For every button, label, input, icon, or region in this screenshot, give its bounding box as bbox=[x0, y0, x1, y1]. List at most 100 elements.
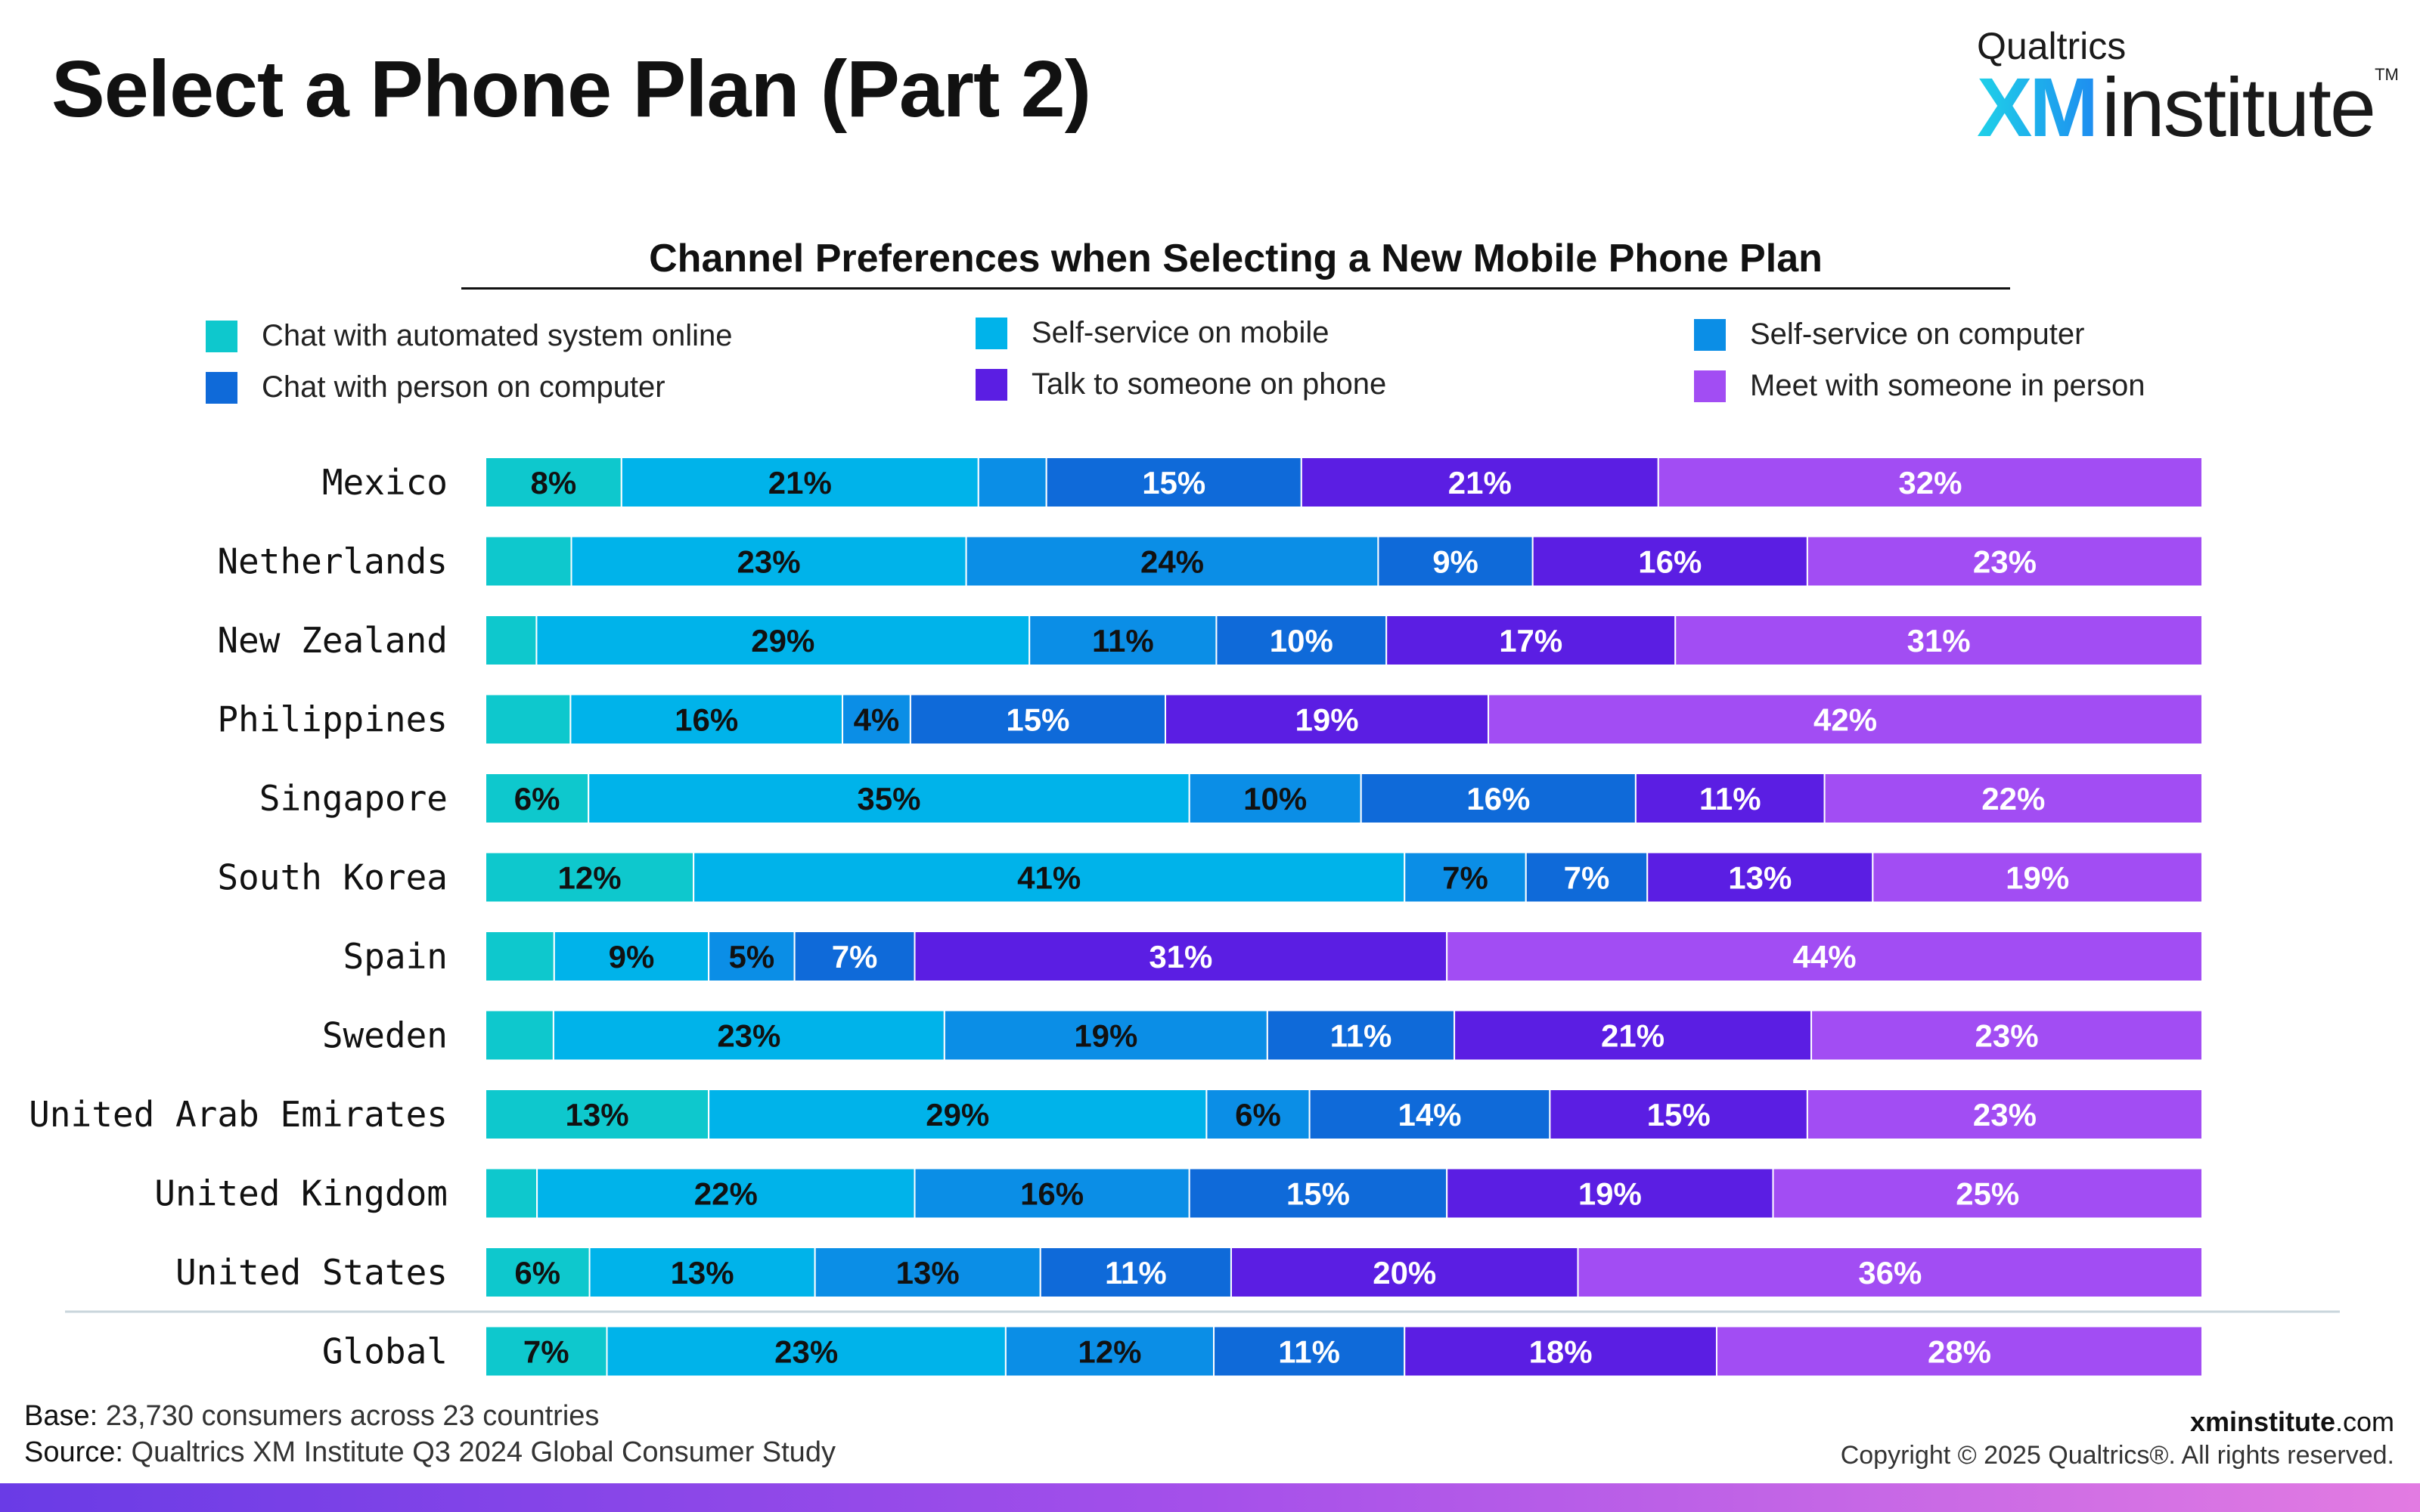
bar-segment bbox=[1634, 773, 1826, 824]
data-label: 11% bbox=[1278, 1334, 1340, 1370]
data-label: 21% bbox=[768, 465, 832, 500]
base-note: Base: 23,730 consumers across 23 countri… bbox=[24, 1400, 599, 1433]
bar-segment bbox=[1188, 1167, 1448, 1219]
bar-segment bbox=[1377, 535, 1534, 587]
legend-label: Self-service on mobile bbox=[1032, 316, 1329, 349]
bar-segment bbox=[569, 693, 843, 745]
stacked-bar-chart: Mexico 8% 21% 15% 21% 32% Netherlands 23% 24% 9% 1… bbox=[29, 457, 2340, 1377]
data-label: 5% bbox=[728, 939, 774, 974]
bar-segment bbox=[1213, 1325, 1406, 1377]
bar-segment bbox=[693, 851, 1406, 903]
bar-segment bbox=[943, 1009, 1268, 1061]
data-label: 14% bbox=[1398, 1097, 1461, 1132]
data-label: 32% bbox=[1898, 465, 1962, 500]
category-label: South Korea bbox=[217, 857, 448, 898]
data-label: 41% bbox=[1017, 860, 1081, 896]
legend-item-chat-person: Chat with person on computer bbox=[206, 370, 666, 404]
bar-segment bbox=[1165, 693, 1490, 745]
data-label: 19% bbox=[1295, 702, 1358, 738]
bar-segment bbox=[909, 693, 1167, 745]
bar-segment bbox=[1446, 931, 2203, 982]
copyright-text: Copyright © 2025 Qualtrics®. All rights … bbox=[1840, 1441, 2394, 1470]
data-label: 7% bbox=[1564, 860, 1610, 896]
legend-label: Meet with someone in person bbox=[1750, 369, 2145, 402]
data-label: 29% bbox=[751, 623, 814, 658]
data-label: 16% bbox=[1020, 1176, 1084, 1212]
website-link[interactable]: xminstitute.com bbox=[2190, 1406, 2394, 1438]
category-label: United Arab Emirates bbox=[29, 1094, 448, 1135]
legend-item-self-service-computer: Self-service on computer bbox=[1694, 318, 2084, 352]
bar-segment bbox=[1028, 615, 1218, 666]
data-label: 12% bbox=[1078, 1334, 1141, 1370]
category-label: United Kingdom bbox=[154, 1173, 448, 1214]
data-label: 11% bbox=[1330, 1018, 1392, 1054]
bar-segment bbox=[485, 457, 622, 508]
bar-segment bbox=[1810, 1009, 2203, 1061]
bar-segment bbox=[793, 931, 916, 982]
data-label: 6% bbox=[514, 781, 560, 816]
bar-segment bbox=[1674, 615, 2203, 666]
bar-segment bbox=[914, 931, 1448, 982]
data-label: 42% bbox=[1813, 702, 1877, 738]
data-label: 16% bbox=[675, 702, 738, 738]
page-title: Select a Phone Plan (Part 2) bbox=[51, 45, 1091, 134]
legend-label: Talk to someone on phone bbox=[1032, 367, 1387, 401]
legend-swatch bbox=[976, 317, 1007, 349]
bar-segment bbox=[485, 535, 572, 587]
site-bold: xminstitute bbox=[2189, 1406, 2335, 1437]
data-label: 15% bbox=[1286, 1176, 1350, 1212]
source-note: Source: Qualtrics XM Institute Q3 2024 G… bbox=[24, 1436, 836, 1469]
bar-segment bbox=[1300, 457, 1659, 508]
source-label: Source: bbox=[24, 1436, 123, 1468]
data-label: 17% bbox=[1499, 623, 1562, 658]
bar-segment bbox=[485, 1009, 554, 1061]
bar-segment bbox=[570, 535, 967, 587]
category-label: Mexico bbox=[322, 462, 448, 503]
category-label: Spain bbox=[343, 936, 448, 977]
logo-xm-text: XM bbox=[1977, 61, 2099, 154]
data-label: 23% bbox=[737, 544, 801, 580]
base-text: 23,730 consumers across 23 countries bbox=[98, 1400, 600, 1432]
bar-segment bbox=[1715, 1325, 2203, 1377]
bar-segment bbox=[485, 931, 555, 982]
data-label: 29% bbox=[926, 1097, 989, 1132]
data-label: 6% bbox=[1235, 1097, 1281, 1132]
data-label: 13% bbox=[896, 1255, 960, 1290]
data-label: 8% bbox=[531, 465, 577, 500]
bottom-gradient-bar bbox=[0, 1483, 2420, 1512]
data-label: 22% bbox=[694, 1176, 758, 1212]
chart-title: Channel Preferences when Selecting a New… bbox=[461, 236, 2010, 290]
bar-segment bbox=[841, 693, 911, 745]
data-label: 12% bbox=[558, 860, 622, 896]
legend-swatch bbox=[976, 368, 1007, 401]
bar-segment bbox=[708, 1089, 1208, 1140]
data-label: 4% bbox=[854, 702, 900, 738]
category-label: Singapore bbox=[259, 778, 448, 819]
bar-segment bbox=[965, 535, 1379, 587]
data-label: 15% bbox=[1647, 1097, 1711, 1132]
data-label: 19% bbox=[1578, 1176, 1642, 1212]
bar-segment bbox=[485, 693, 572, 745]
data-label: 9% bbox=[609, 939, 655, 974]
bar-segment bbox=[1657, 457, 2203, 508]
bar-segment bbox=[814, 1247, 1041, 1298]
legend-item-self-service-mobile: Self-service on mobile bbox=[976, 316, 1329, 350]
category-label: Global bbox=[322, 1331, 448, 1372]
data-label: 10% bbox=[1270, 623, 1333, 658]
bar-segment bbox=[1230, 1247, 1579, 1298]
data-label: 6% bbox=[514, 1255, 560, 1290]
legend-swatch bbox=[1694, 318, 1726, 351]
bar-segment bbox=[620, 457, 979, 508]
legend-swatch bbox=[206, 371, 237, 404]
data-label: 21% bbox=[1601, 1018, 1665, 1054]
data-label: 44% bbox=[1793, 939, 1857, 974]
data-label: 23% bbox=[1973, 544, 2037, 580]
data-label: 31% bbox=[1149, 939, 1212, 974]
bar-segment bbox=[1772, 1167, 2203, 1219]
bar-segment bbox=[1806, 1089, 2203, 1140]
qualtrics-xm-institute-logo: Qualtrics XMinstituteTM bbox=[1977, 27, 2399, 150]
data-label: 13% bbox=[566, 1097, 629, 1132]
bar-segment bbox=[1004, 1325, 1215, 1377]
category-label: Netherlands bbox=[217, 541, 448, 582]
bar-segment bbox=[1823, 773, 2204, 824]
